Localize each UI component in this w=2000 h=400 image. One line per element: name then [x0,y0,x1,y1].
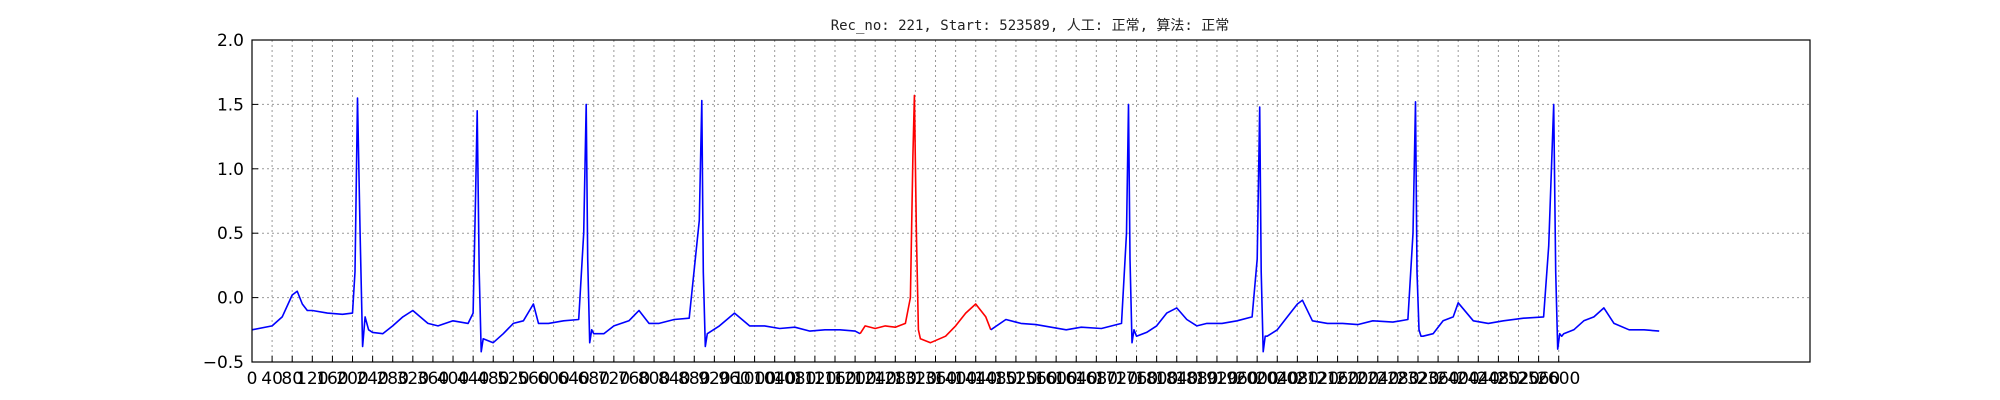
x-tick-label: 1160 [813,369,856,389]
y-tick-label: 0.5 [217,224,244,244]
x-tick-label: 1360 [914,369,957,389]
x-tick-label: 960 [718,369,750,389]
x-tick-label: 1800 [1135,369,1178,389]
x-tick-label: 1080 [773,369,816,389]
chart-title: Rec_no: 221, Start: 523589, 人工: 正常, 算法: … [831,18,1230,34]
x-tick-label: 1760 [1115,369,1158,389]
x-tick-label: 1400 [934,369,977,389]
x-tick-label: 2240 [1356,369,1399,389]
x-tick-label: 840 [658,369,690,389]
x-tick-label: 1000 [733,369,776,389]
x-tick-label: 2080 [1276,369,1319,389]
x-tick-label: 1920 [1195,369,1238,389]
x-tick-label: 40 [261,369,283,389]
x-tick-label: 1480 [974,369,1017,389]
x-tick-label: 240 [356,369,388,389]
x-tick-label: 640 [557,369,589,389]
x-tick-label: 80 [281,369,303,389]
x-tick-label: 2160 [1316,369,1359,389]
x-tick-label: 560 [517,369,549,389]
x-tick-label: 400 [437,369,469,389]
x-tick-label: 2120 [1296,369,1339,389]
x-tick-label: 280 [376,369,408,389]
x-tick-label: 1600 [1034,369,1077,389]
x-tick-label: 680 [578,369,610,389]
x-tick-label: 2560 [1517,369,1560,389]
ecg-series-line-3 [990,101,1660,353]
x-tick-label: 600 [537,369,569,389]
x-tick-label: 1560 [1014,369,1057,389]
x-tick-label: 1200 [833,369,876,389]
x-tick-label: 1960 [1215,369,1258,389]
grid-layer [251,39,1810,363]
x-tick-label: 880 [678,369,710,389]
x-tick-label: 320 [397,369,429,389]
y-tick-label: 0.0 [217,289,244,309]
x-tick-label: 160 [316,369,348,389]
x-tick-label: 2480 [1477,369,1520,389]
x-tick-label: 1320 [894,369,937,389]
plot-frame [251,39,1811,363]
y-tick-label: 2.0 [217,31,244,51]
x-tick-label: 1240 [854,369,897,389]
x-tick-label: 800 [638,369,670,389]
x-tick-label: 2400 [1437,369,1480,389]
x-tick-label: 1120 [793,369,836,389]
x-tick-label: 440 [457,369,489,389]
y-tick-label: −0.5 [203,353,244,373]
x-tick-label: 2040 [1256,369,1299,389]
x-tick-label: 360 [417,369,449,389]
x-tick-label: 200 [336,369,368,389]
x-tick-label: 720 [598,369,630,389]
x-tick-label: 2000 [1236,369,1279,389]
series-layer [251,94,1660,353]
x-tick-label: 760 [618,369,650,389]
x-tick-label: 1840 [1155,369,1198,389]
x-tick-label: 520 [497,369,529,389]
x-tick-label: 920 [698,369,730,389]
x-tick-label: 2440 [1457,369,1500,389]
x-tick-label: 2600 [1537,369,1580,389]
x-tick-label: 2360 [1416,369,1459,389]
x-tick-label: 1680 [1075,369,1118,389]
ecg-series-line-2 [859,94,992,344]
x-axis: 0 408012016020024028032036040044048052056… [247,356,1580,389]
x-tick-label: 1720 [1095,369,1138,389]
y-axis: −0.5 0.0 0.5 1.0 1.5 2.0 [203,31,258,373]
x-tick-label: 2320 [1396,369,1439,389]
x-tick-label: 1640 [1055,369,1098,389]
x-tick-label: 1280 [874,369,917,389]
x-tick-label: 2280 [1376,369,1419,389]
y-tick-label: 1.0 [217,160,244,180]
x-tick-label: 2520 [1497,369,1540,389]
x-tick-label: 1520 [994,369,1037,389]
y-tick-label: 1.5 [217,95,244,115]
x-tick-label: 2200 [1336,369,1379,389]
x-tick-label: 480 [477,369,509,389]
ecg-series-line-1 [251,97,861,353]
x-tick-label: 1440 [954,369,997,389]
x-tick-label: 120 [296,369,328,389]
x-tick-label: 0 [247,369,258,389]
x-tick-label: 1880 [1175,369,1218,389]
x-tick-label: 1040 [753,369,796,389]
